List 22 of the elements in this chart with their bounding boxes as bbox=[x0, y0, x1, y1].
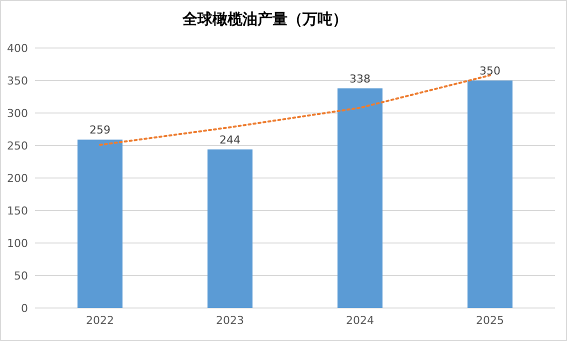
data-label: 338 bbox=[350, 72, 370, 86]
bar bbox=[208, 149, 252, 308]
x-tick-label: 2022 bbox=[86, 314, 114, 327]
bar bbox=[468, 80, 512, 308]
y-tick-label: 150 bbox=[7, 204, 28, 218]
y-tick-label: 400 bbox=[7, 42, 28, 55]
x-tick-label: 2025 bbox=[476, 314, 504, 327]
data-label: 244 bbox=[220, 133, 240, 146]
y-tick-label: 100 bbox=[7, 237, 28, 250]
y-tick-label: 350 bbox=[7, 74, 28, 88]
y-tick-label: 300 bbox=[7, 107, 28, 120]
y-tick-label: 250 bbox=[7, 140, 28, 152]
y-tick-label: 200 bbox=[7, 172, 28, 185]
x-tick-label: 2023 bbox=[216, 314, 244, 327]
bar bbox=[338, 88, 382, 308]
chart-title: 全球橄榄油产量（万吨） bbox=[182, 10, 348, 28]
y-tick-label: 0 bbox=[21, 302, 28, 315]
data-label: 350 bbox=[480, 64, 500, 78]
y-tick-label: 50 bbox=[14, 270, 28, 282]
x-tick-label: 2024 bbox=[346, 314, 374, 327]
bar bbox=[78, 140, 122, 308]
data-label: 259 bbox=[90, 124, 110, 137]
